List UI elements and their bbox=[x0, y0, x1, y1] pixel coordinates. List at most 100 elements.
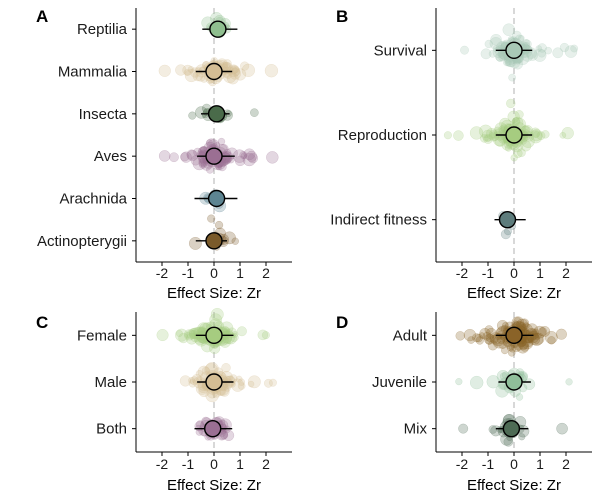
effect-point bbox=[507, 348, 516, 357]
x-tick-label: 0 bbox=[210, 456, 218, 472]
category-label: Adult bbox=[393, 327, 428, 344]
effect-point bbox=[544, 331, 558, 344]
effect-point bbox=[188, 111, 197, 120]
effect-point bbox=[217, 137, 226, 146]
effect-point bbox=[195, 377, 203, 385]
effect-point bbox=[188, 377, 195, 384]
effect-point bbox=[234, 68, 247, 81]
effect-point bbox=[570, 44, 579, 53]
effect-point bbox=[234, 155, 246, 167]
effect-point bbox=[483, 133, 494, 144]
effect-point bbox=[539, 325, 551, 337]
panel-letter: A bbox=[36, 7, 48, 26]
effect-point bbox=[492, 46, 505, 59]
effect-point bbox=[264, 64, 279, 78]
effect-point bbox=[533, 332, 541, 340]
effect-point bbox=[504, 144, 512, 152]
effect-point bbox=[235, 375, 243, 383]
mean-estimate bbox=[205, 326, 223, 345]
effect-point bbox=[443, 131, 452, 140]
effect-point bbox=[184, 68, 198, 83]
category-label: Insecta bbox=[79, 106, 128, 123]
effect-point bbox=[229, 68, 241, 80]
effect-point bbox=[498, 52, 507, 62]
mean-estimate bbox=[207, 105, 226, 123]
effect-point bbox=[263, 378, 273, 388]
effect-point bbox=[453, 130, 464, 141]
effect-point bbox=[219, 143, 229, 154]
effect-point bbox=[236, 326, 247, 337]
effect-point bbox=[486, 127, 498, 140]
effect-point bbox=[195, 330, 207, 342]
effect-point bbox=[502, 321, 509, 329]
effect-point bbox=[547, 336, 556, 345]
effect-point bbox=[156, 329, 169, 342]
effect-point bbox=[524, 45, 533, 54]
effect-point bbox=[458, 423, 469, 434]
effect-point bbox=[510, 154, 518, 162]
effect-point bbox=[247, 380, 255, 388]
effect-point bbox=[478, 332, 486, 339]
effect-point bbox=[503, 58, 511, 67]
effect-point bbox=[180, 152, 190, 162]
effect-point bbox=[494, 135, 506, 147]
effect-point bbox=[225, 332, 237, 345]
effect-point bbox=[479, 134, 489, 143]
effect-point bbox=[525, 327, 539, 341]
effect-point bbox=[195, 369, 204, 378]
effect-point bbox=[190, 67, 201, 78]
effect-point bbox=[533, 325, 546, 339]
x-tick-label: -2 bbox=[456, 456, 469, 472]
effect-point bbox=[240, 152, 248, 159]
effect-point bbox=[188, 329, 199, 340]
effect-point bbox=[490, 33, 502, 46]
x-tick-label: 1 bbox=[236, 456, 244, 472]
category-label: Actinopterygii bbox=[37, 233, 127, 250]
effect-point bbox=[215, 163, 223, 171]
effect-point bbox=[247, 375, 261, 389]
x-tick-label: 1 bbox=[536, 456, 544, 472]
effect-point bbox=[182, 64, 194, 76]
effect-point bbox=[564, 45, 578, 58]
category-label: Male bbox=[94, 374, 127, 391]
effect-point bbox=[467, 336, 475, 344]
effect-point bbox=[522, 41, 531, 50]
effect-point bbox=[513, 148, 523, 159]
effect-point bbox=[221, 363, 231, 373]
effect-point bbox=[183, 329, 196, 341]
effect-point bbox=[484, 134, 492, 142]
effect-point bbox=[463, 328, 477, 342]
effect-point bbox=[189, 376, 199, 386]
effect-point bbox=[199, 146, 208, 154]
effect-point bbox=[518, 433, 526, 441]
effect-point bbox=[226, 66, 235, 75]
effect-point bbox=[201, 366, 210, 375]
effect-point bbox=[241, 63, 256, 78]
effect-point bbox=[239, 151, 248, 159]
mean-estimate bbox=[207, 189, 226, 208]
effect-point bbox=[250, 108, 259, 117]
effect-point bbox=[222, 425, 231, 434]
effect-point bbox=[191, 327, 204, 340]
effect-point bbox=[500, 124, 508, 133]
effect-point bbox=[197, 365, 211, 379]
effect-point bbox=[229, 65, 239, 74]
effect-point bbox=[521, 323, 533, 335]
effect-point bbox=[188, 379, 197, 388]
effect-point bbox=[493, 133, 506, 147]
effect-point bbox=[185, 332, 198, 345]
effect-point bbox=[512, 58, 523, 70]
effect-point bbox=[517, 148, 526, 158]
x-axis-title: Effect Size: Zr bbox=[467, 477, 561, 494]
effect-point bbox=[533, 48, 547, 62]
effect-point bbox=[190, 155, 201, 166]
effect-point bbox=[184, 331, 192, 339]
mean-estimate bbox=[205, 373, 223, 391]
x-tick-label: 1 bbox=[536, 265, 544, 281]
effect-point bbox=[492, 335, 506, 349]
effect-point bbox=[514, 110, 524, 119]
x-tick-label: -2 bbox=[456, 265, 469, 281]
category-label: Reproduction bbox=[338, 127, 427, 144]
effect-point bbox=[475, 336, 484, 345]
effect-point bbox=[199, 159, 207, 167]
